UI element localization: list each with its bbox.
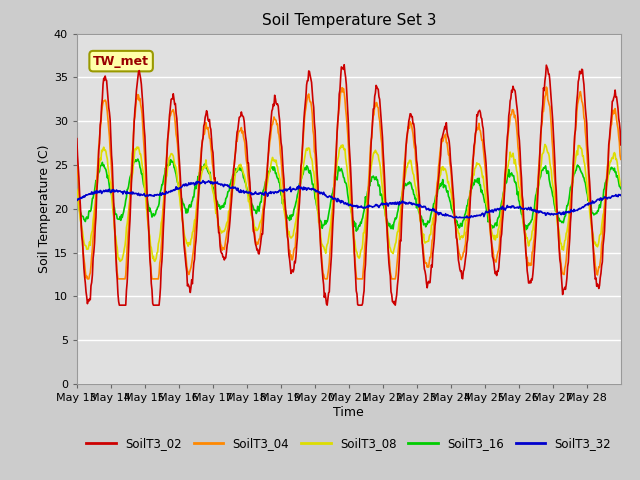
Legend: SoilT3_02, SoilT3_04, SoilT3_08, SoilT3_16, SoilT3_32: SoilT3_02, SoilT3_04, SoilT3_08, SoilT3_… [81, 433, 616, 455]
SoilT3_02 [285, 252, 292, 258]
Line: SoilT3_02: SoilT3_02 [77, 65, 621, 305]
Line: SoilT3_32: SoilT3_32 [77, 180, 621, 217]
SoilT3_32 [237, 190, 245, 195]
SoilT3_08 [285, 228, 292, 234]
SoilT3_16 [138, 171, 145, 177]
Title: Soil Temperature Set 3: Soil Temperature Set 3 [262, 13, 436, 28]
SoilT3_08 [406, 157, 413, 163]
SoilT3_04 [73, 160, 81, 166]
SoilT3_04 [138, 106, 145, 111]
SoilT3_04 [264, 151, 272, 157]
SoilT3_02 [617, 142, 625, 148]
SoilT3_32 [264, 191, 272, 197]
SoilT3_08 [138, 156, 145, 162]
SoilT3_08 [73, 187, 81, 192]
SoilT3_16 [617, 186, 625, 192]
SoilT3_32 [449, 215, 457, 220]
SoilT3_04 [406, 125, 413, 131]
SoilT3_02 [264, 153, 272, 158]
SoilT3_16 [353, 228, 360, 234]
SoilT3_02 [138, 81, 145, 87]
SoilT3_16 [264, 170, 272, 176]
SoilT3_04 [617, 156, 625, 162]
SoilT3_16 [406, 180, 414, 186]
SoilT3_32 [285, 186, 292, 192]
SoilT3_08 [237, 164, 245, 170]
SoilT3_08 [617, 183, 625, 189]
SoilT3_02 [437, 152, 445, 158]
SoilT3_02 [115, 302, 123, 308]
SoilT3_32 [406, 199, 413, 205]
SoilT3_32 [199, 178, 207, 183]
Line: SoilT3_04: SoilT3_04 [77, 87, 621, 279]
SoilT3_32 [617, 192, 625, 198]
X-axis label: Time: Time [333, 406, 364, 419]
SoilT3_08 [116, 258, 124, 264]
SoilT3_08 [436, 173, 444, 179]
SoilT3_16 [134, 156, 141, 162]
SoilT3_02 [237, 109, 245, 115]
SoilT3_08 [264, 174, 272, 180]
SoilT3_16 [437, 183, 445, 189]
SoilT3_16 [285, 215, 292, 220]
SoilT3_32 [436, 211, 444, 217]
Line: SoilT3_08: SoilT3_08 [77, 144, 621, 261]
SoilT3_02 [406, 111, 414, 117]
Y-axis label: Soil Temperature (C): Soil Temperature (C) [38, 144, 51, 273]
SoilT3_04 [84, 276, 92, 282]
Line: SoilT3_16: SoilT3_16 [77, 159, 621, 231]
Text: TW_met: TW_met [93, 55, 149, 68]
SoilT3_04 [237, 125, 245, 131]
SoilT3_32 [137, 192, 145, 197]
SoilT3_16 [73, 194, 81, 200]
SoilT3_04 [543, 84, 550, 90]
SoilT3_16 [237, 168, 245, 173]
SoilT3_02 [73, 136, 81, 142]
SoilT3_04 [436, 150, 444, 156]
SoilT3_08 [541, 142, 548, 147]
SoilT3_32 [73, 198, 81, 204]
SoilT3_04 [285, 251, 292, 257]
SoilT3_02 [340, 62, 348, 68]
